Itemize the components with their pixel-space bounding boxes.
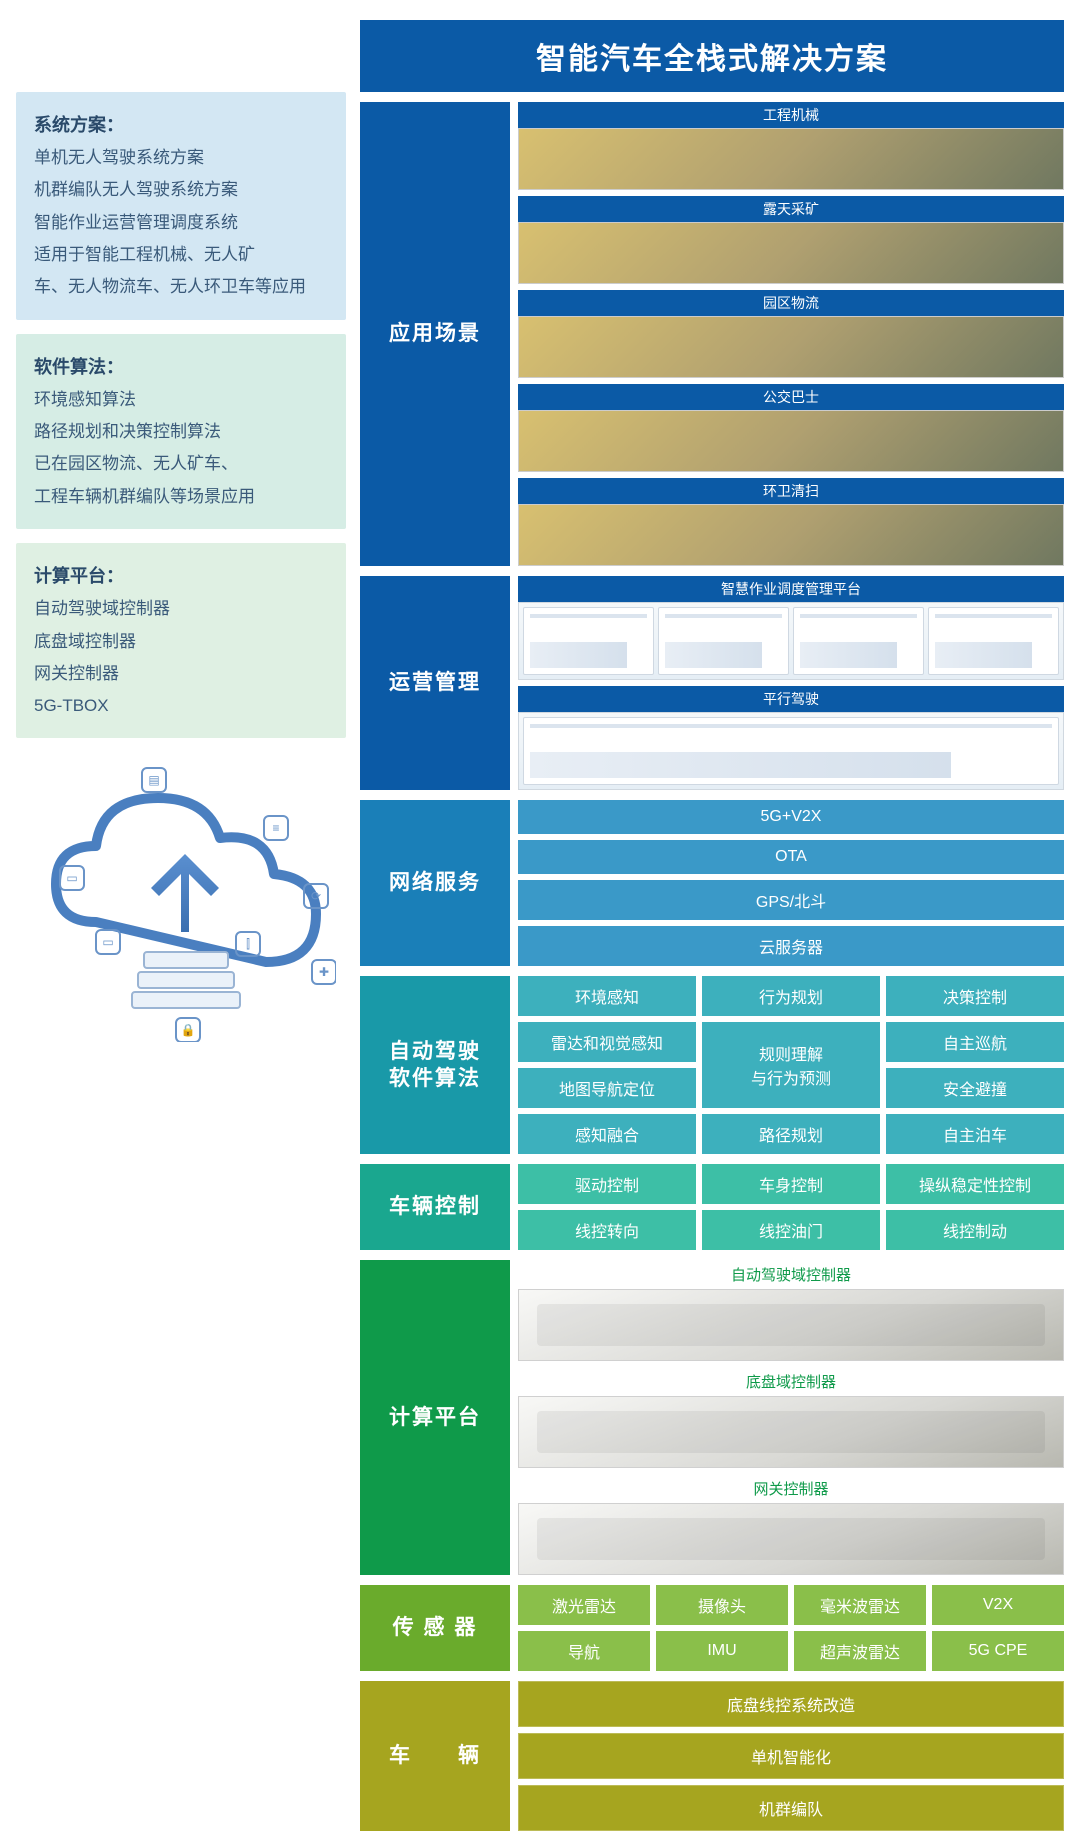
card-systems: 系统方案：单机无人驾驶系统方案机群编队无人驾驶系统方案智能作业运营管理调度系统适…	[16, 92, 346, 320]
row-body-scenario: 工程机械露天采矿园区物流公交巴士环卫清扫	[518, 102, 1064, 566]
platform-item: 网关控制器	[518, 1474, 1064, 1575]
chip-algo: 感知融合	[518, 1114, 696, 1154]
chip-algo: 自主巡航	[886, 1022, 1064, 1062]
chip-algo: 规则理解 与行为预测	[702, 1022, 880, 1108]
scenario-露天采矿: 露天采矿	[518, 196, 1064, 284]
left-column: 系统方案：单机无人驾驶系统方案机群编队无人驾驶系统方案智能作业运营管理调度系统适…	[16, 20, 346, 1052]
chip-sensor: IMU	[656, 1631, 788, 1671]
layout-root: 系统方案：单机无人驾驶系统方案机群编队无人驾驶系统方案智能作业运营管理调度系统适…	[16, 20, 1064, 1052]
row-platform: 计算平台 自动驾驶域控制器底盘域控制器网关控制器	[360, 1260, 1064, 1575]
svg-text:⫿: ⫿	[246, 937, 250, 951]
row-algo: 自动驾驶软件算法 环境感知行为规划决策控制雷达和视觉感知地图导航定位规则理解 与…	[360, 976, 1064, 1154]
row-vehicle: 车 辆 底盘线控系统改造单机智能化机群编队	[360, 1681, 1064, 1831]
row-body-vehiclectl: 驱动控制车身控制操纵稳定性控制线控转向线控油门线控制动	[518, 1164, 1064, 1250]
chip-sensor: 5G CPE	[932, 1631, 1064, 1671]
row-network: 网络服务 5G+V2X OTA GPS/北斗云服务器	[360, 800, 1064, 966]
chip-algo: 环境感知	[518, 976, 696, 1016]
row-body-network: 5G+V2X OTA GPS/北斗云服务器	[518, 800, 1064, 966]
banner-title: 智能汽车全栈式解决方案	[360, 20, 1064, 92]
row-body-sensor: 激光雷达摄像头毫米波雷达V2X 导航IMU超声波雷达5G CPE	[518, 1585, 1064, 1671]
row-body-vehicle: 底盘线控系统改造单机智能化机群编队	[518, 1681, 1064, 1831]
row-label-ops: 运营管理	[360, 576, 510, 790]
chip-algo: 路径规划	[702, 1114, 880, 1154]
row-label-network: 网络服务	[360, 800, 510, 966]
chip-sensor: V2X	[932, 1585, 1064, 1625]
chip-vehicle: 单机智能化	[518, 1733, 1064, 1779]
chip-sensor: 激光雷达	[518, 1585, 650, 1625]
row-vehiclectl: 车辆控制 驱动控制车身控制操纵稳定性控制线控转向线控油门线控制动	[360, 1164, 1064, 1250]
svg-text:🔒: 🔒	[181, 1023, 196, 1037]
row-body-ops: 智慧作业调度管理平台平行驾驶	[518, 576, 1064, 790]
svg-text:✚: ✚	[319, 965, 329, 979]
row-label-scenario: 应用场景	[360, 102, 510, 566]
card-algorithms: 软件算法：环境感知算法路径规划和决策控制算法已在园区物流、无人矿车、工程车辆机群…	[16, 334, 346, 529]
ops-平行驾驶: 平行驾驶	[518, 686, 1064, 790]
chip-vehiclectl: 线控制动	[886, 1210, 1064, 1250]
chip-vehicle: 机群编队	[518, 1785, 1064, 1831]
right-column: 智能汽车全栈式解决方案 应用场景 工程机械露天采矿园区物流公交巴士环卫清扫 运营…	[360, 20, 1064, 1052]
chip-algo: 地图导航定位	[518, 1068, 696, 1108]
chip-network: 5G+V2X	[518, 800, 1064, 834]
chip-algo: 安全避撞	[886, 1068, 1064, 1108]
row-sensor: 传 感 器 激光雷达摄像头毫米波雷达V2X 导航IMU超声波雷达5G CPE	[360, 1585, 1064, 1671]
row-label-vehiclectl: 车辆控制	[360, 1164, 510, 1250]
row-label-sensor: 传 感 器	[360, 1585, 510, 1671]
chip-sensor: 摄像头	[656, 1585, 788, 1625]
scenario-公交巴士: 公交巴士	[518, 384, 1064, 472]
row-scenario: 应用场景 工程机械露天采矿园区物流公交巴士环卫清扫	[360, 102, 1064, 566]
svg-text:▤: ▤	[148, 773, 159, 787]
scenario-工程机械: 工程机械	[518, 102, 1064, 190]
chip-algo: 自主泊车	[886, 1114, 1064, 1154]
chip-vehicle: 底盘线控系统改造	[518, 1681, 1064, 1727]
row-label-vehicle: 车 辆	[360, 1681, 510, 1831]
row-body-platform: 自动驾驶域控制器底盘域控制器网关控制器	[518, 1260, 1064, 1575]
chip-sensor: 超声波雷达	[794, 1631, 926, 1671]
svg-text:≡: ≡	[272, 821, 279, 835]
ops-智慧作业调度管理平台: 智慧作业调度管理平台	[518, 576, 1064, 680]
row-label-algo: 自动驾驶软件算法	[360, 976, 510, 1154]
chip-vehiclectl: 车身控制	[702, 1164, 880, 1204]
card-platform: 计算平台：自动驾驶域控制器底盘域控制器网关控制器5G-TBOX	[16, 543, 346, 738]
cloud-upload-icon: ▭ ▤ ≡ ⟳ ▭ ⫿ ✚ 🔒	[26, 762, 336, 1042]
row-body-algo: 环境感知行为规划决策控制雷达和视觉感知地图导航定位规则理解 与行为预测自主巡航安…	[518, 976, 1064, 1154]
chip-vehiclectl: 驱动控制	[518, 1164, 696, 1204]
cloud-illustration: ▭ ▤ ≡ ⟳ ▭ ⫿ ✚ 🔒	[16, 752, 346, 1052]
chip-algo: 行为规划	[702, 976, 880, 1016]
platform-item: 底盘域控制器	[518, 1367, 1064, 1468]
svg-text:▭: ▭	[102, 935, 113, 949]
platform-item: 自动驾驶域控制器	[518, 1260, 1064, 1361]
chip-vehiclectl: 操纵稳定性控制	[886, 1164, 1064, 1204]
svg-text:▭: ▭	[66, 871, 77, 885]
svg-text:⟳: ⟳	[311, 889, 321, 903]
chip-sensor: 毫米波雷达	[794, 1585, 926, 1625]
chip-network: GPS/北斗	[518, 880, 1064, 920]
scenario-园区物流: 园区物流	[518, 290, 1064, 378]
chip-network: 云服务器	[518, 926, 1064, 966]
scenario-环卫清扫: 环卫清扫	[518, 478, 1064, 566]
chip-vehiclectl: 线控油门	[702, 1210, 880, 1250]
chip-network: OTA	[518, 840, 1064, 874]
chip-vehiclectl: 线控转向	[518, 1210, 696, 1250]
chip-algo: 雷达和视觉感知	[518, 1022, 696, 1062]
chip-algo: 决策控制	[886, 976, 1064, 1016]
row-ops: 运营管理 智慧作业调度管理平台平行驾驶	[360, 576, 1064, 790]
row-label-platform: 计算平台	[360, 1260, 510, 1575]
chip-sensor: 导航	[518, 1631, 650, 1671]
